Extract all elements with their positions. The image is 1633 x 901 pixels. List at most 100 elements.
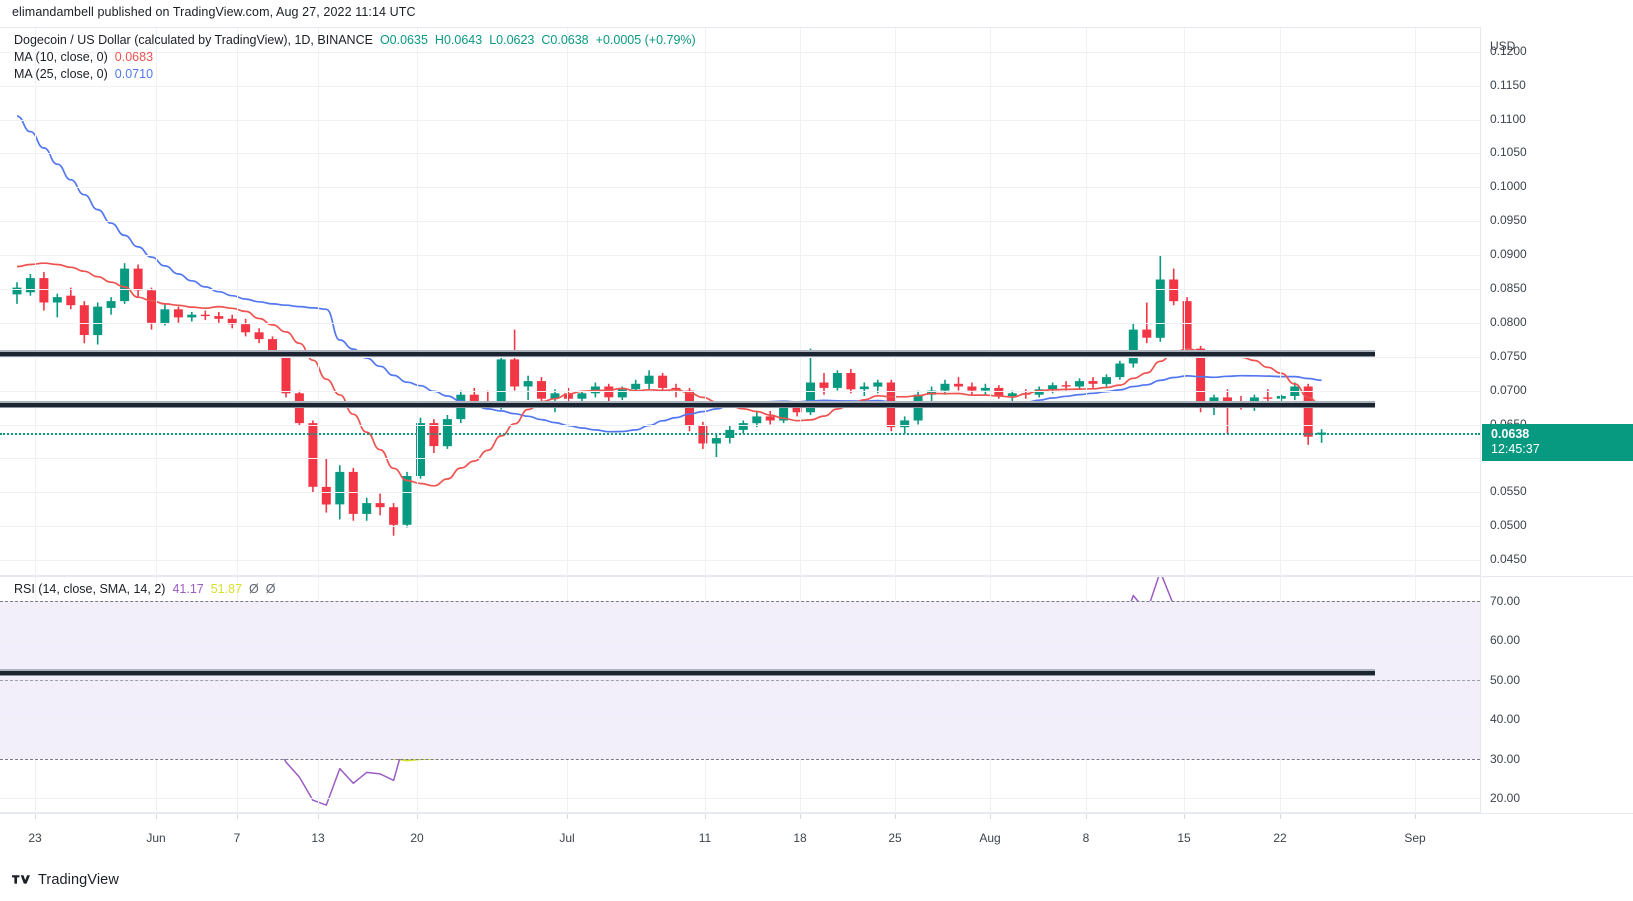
- time-axis-tick-label: Jul: [559, 831, 575, 845]
- ohlc-low: L0.0623: [489, 33, 535, 47]
- rsi-axis-tick-label: 50.00: [1490, 672, 1521, 687]
- footer-brand: TradingView: [38, 872, 119, 888]
- time-gridline: [35, 28, 36, 577]
- time-axis-tick: [1086, 814, 1087, 819]
- ohlc-open: O0.0635: [379, 33, 428, 47]
- rsi-gridline: [0, 640, 1480, 642]
- time-axis-tick-label: 20: [410, 831, 424, 845]
- price-gridline: [0, 390, 1480, 392]
- time-gridline: [800, 28, 801, 577]
- ma25-legend-row[interactable]: MA (25, close, 0) 0.0710: [14, 66, 696, 83]
- price-axis-currency: USD: [1490, 39, 1516, 53]
- time-axis-tick: [35, 814, 36, 819]
- rsi-level-line: [0, 679, 1480, 681]
- ohlc-close: C0.0638: [541, 33, 589, 47]
- price-plot-canvas: [12, 115, 1327, 536]
- ma25-label: MA (25, close, 0): [14, 67, 108, 81]
- time-gridline: [895, 28, 896, 577]
- price-axis-tick-label: 0.0950: [1490, 213, 1527, 228]
- rsi-null-1-icon: Ø: [249, 582, 259, 596]
- rsi-axis[interactable]: 70.00 60.00 50.00 40.00 30.00 20.00: [1480, 576, 1633, 813]
- time-gridline: [567, 28, 568, 577]
- rsi-legend-row[interactable]: RSI (14, close, SMA, 14, 2) 41.17 51.87 Ø Ø: [14, 581, 275, 598]
- time-gridline: [318, 28, 319, 577]
- price-gridline: [0, 288, 1480, 290]
- rsi-axis-tick-label: 30.00: [1490, 751, 1521, 766]
- rsi-level-line: [0, 600, 1480, 602]
- time-gridline: [990, 28, 991, 577]
- price-level-line-support[interactable]: [0, 401, 1375, 409]
- price-axis-tick-label: 0.0900: [1490, 247, 1527, 262]
- price-gridline: [0, 51, 1480, 53]
- time-axis-tick-label: 15: [1177, 831, 1191, 845]
- time-axis-tick-label: 23: [28, 831, 42, 845]
- rsi-level-line: [0, 758, 1480, 760]
- price-axis-tick-label: 0.1000: [1490, 179, 1527, 194]
- price-gridline: [0, 424, 1480, 426]
- ma25-value: 0.0710: [114, 67, 154, 81]
- time-gridline: [705, 28, 706, 577]
- rsi-axis-tick-label: 70.00: [1490, 593, 1521, 608]
- price-gridline: [0, 560, 1480, 562]
- bar-countdown: 12:45:37: [1491, 441, 1540, 456]
- tradingview-logo-icon: [12, 874, 30, 884]
- rsi-label: RSI (14, close, SMA, 14, 2): [14, 582, 166, 596]
- time-gridline: [156, 28, 157, 577]
- price-gridline: [0, 153, 1480, 155]
- price-axis-tick-label: 0.0800: [1490, 314, 1527, 329]
- price-axis-tick-label: 0.1050: [1490, 145, 1527, 160]
- time-axis-tick-label: 7: [233, 831, 241, 845]
- time-axis-tick: [237, 814, 238, 819]
- time-axis-tick-label: 13: [311, 831, 325, 845]
- rsi-axis-tick-label: 40.00: [1490, 712, 1521, 727]
- price-axis-tick-label: 0.1100: [1490, 111, 1526, 126]
- symbol-legend-row[interactable]: Dogecoin / US Dollar (calculated by Trad…: [14, 32, 696, 49]
- time-axis-tick: [990, 814, 991, 819]
- rsi-axis-tick-label: 20.00: [1490, 791, 1521, 806]
- time-gridline: [237, 28, 238, 577]
- rsi-level-line-drawn[interactable]: [0, 668, 1375, 676]
- time-axis-tick: [1415, 814, 1416, 819]
- time-gridline: [1415, 28, 1416, 577]
- price-pane[interactable]: Dogecoin / US Dollar (calculated by Trad…: [0, 27, 1480, 577]
- price-axis-tick-label: 0.1150: [1490, 77, 1526, 92]
- time-gridline: [1086, 28, 1087, 577]
- rsi-pane[interactable]: RSI (14, close, SMA, 14, 2) 41.17 51.87 Ø Ø: [0, 576, 1480, 814]
- time-axis-tick: [1184, 814, 1185, 819]
- ohlc-change: +0.0005 (+0.79%): [595, 33, 696, 47]
- price-axis-tick-label: 0.0500: [1490, 518, 1527, 533]
- time-axis-tick: [800, 814, 801, 819]
- time-axis[interactable]: 23 Jun 7 13 20 Jul 11 18 25 Aug 8 15 22 Sep: [0, 813, 1633, 863]
- ohlc-high: H0.0643: [434, 33, 483, 47]
- time-axis-tick-label: Sep: [1404, 831, 1426, 845]
- current-price-badge[interactable]: 0.0638 12:45:37: [1482, 423, 1633, 461]
- time-axis-tick: [895, 814, 896, 819]
- price-gridline: [0, 255, 1480, 257]
- time-axis-tick: [156, 814, 157, 819]
- price-gridline: [0, 526, 1480, 528]
- ma10-legend-row[interactable]: MA (10, close, 0) 0.0683: [14, 49, 696, 66]
- time-axis-tick: [318, 814, 319, 819]
- price-gridline: [0, 119, 1480, 121]
- rsi-sma-value: 51.87: [210, 582, 243, 596]
- price-axis-tick-label: 0.1200: [1490, 43, 1527, 58]
- price-axis[interactable]: USD 0.1200 0.1150 0.1100 0.1050 0.1000 0.0950…: [1480, 27, 1633, 576]
- current-price-line: [0, 432, 1480, 435]
- price-gridline: [0, 458, 1480, 460]
- time-gridline: [1280, 28, 1281, 577]
- price-legend: Dogecoin / US Dollar (calculated by Trad…: [14, 32, 696, 83]
- time-axis-tick-label: 18: [793, 831, 807, 845]
- time-axis-tick-label: 25: [888, 831, 902, 845]
- current-price-value: 0.0638: [1491, 426, 1530, 441]
- price-axis-tick-label: 0.0750: [1490, 348, 1527, 363]
- time-axis-tick-label: 11: [698, 831, 712, 845]
- footer: TradingView: [12, 872, 119, 888]
- publisher-byline: elimandambell published on TradingView.c…: [12, 5, 416, 19]
- time-axis-tick: [705, 814, 706, 819]
- price-gridline: [0, 85, 1480, 87]
- price-level-line-resistance[interactable]: [0, 350, 1375, 358]
- ma10-label: MA (10, close, 0): [14, 50, 108, 64]
- time-axis-tick-label: 8: [1082, 831, 1090, 845]
- price-gridline: [0, 187, 1480, 189]
